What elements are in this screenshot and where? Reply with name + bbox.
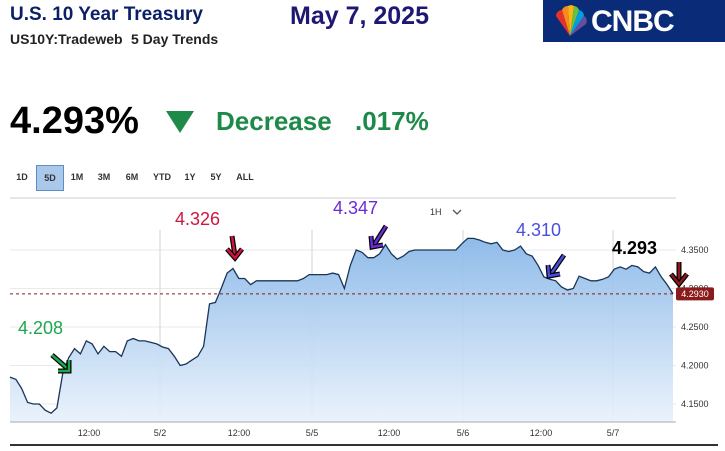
arrow-icon-4347 <box>368 224 389 250</box>
ticker-symbol: US10Y:Tradeweb <box>10 31 123 47</box>
change-value: .017% <box>355 106 429 136</box>
y-tick-label: 4.2500 <box>681 322 709 332</box>
annotation-label-4208: 4.208 <box>18 318 63 338</box>
y-tick-label: 4.2000 <box>681 361 709 371</box>
x-tick-label: 12:00 <box>530 428 553 438</box>
arrow-icon-4326 <box>225 235 244 262</box>
current-price-tag-label: 4.2930 <box>681 289 709 299</box>
change-label: Decrease <box>216 106 332 136</box>
annotation-label-4293: 4.293 <box>612 238 657 258</box>
x-tick-label: 5/6 <box>457 428 470 438</box>
trends-label: 5 Day Trends <box>131 31 219 47</box>
annotation-label-4310: 4.310 <box>516 220 561 240</box>
range-tab-1m[interactable]: 1M <box>70 172 84 182</box>
quote-value: 4.293% <box>10 100 139 142</box>
range-tab-3m[interactable]: 3M <box>97 172 111 182</box>
price-line <box>9 237 674 414</box>
peacock-icon <box>556 5 587 37</box>
range-tab-5d[interactable]: 5D <box>36 165 64 191</box>
triangle-down-icon <box>166 111 194 133</box>
range-tab-all[interactable]: ALL <box>236 172 254 182</box>
x-tick-label: 12:00 <box>228 428 251 438</box>
chevron-down-icon[interactable] <box>452 208 462 216</box>
range-tab-5y[interactable]: 5Y <box>210 172 222 182</box>
arrow-icon-4208 <box>50 353 72 374</box>
arrow-icon-4310 <box>545 253 567 279</box>
range-tab-6m[interactable]: 6M <box>125 172 139 182</box>
range-tab-ytd[interactable]: YTD <box>153 172 171 182</box>
annotation-label-4326: 4.326 <box>175 209 220 229</box>
x-tick-label: 5/5 <box>306 428 319 438</box>
y-tick-label: 4.1500 <box>681 399 709 409</box>
y-tick-label: 4.3500 <box>681 245 709 255</box>
range-tab-1y[interactable]: 1Y <box>184 172 196 182</box>
range-tab-1d[interactable]: 1D <box>16 172 28 182</box>
cnbc-logo: CNBC <box>543 0 725 42</box>
interval-select[interactable]: 1H <box>430 207 442 217</box>
x-tick-label: 12:00 <box>378 428 401 438</box>
x-tick-label: 5/2 <box>154 428 167 438</box>
annotation-label-4347: 4.347 <box>333 198 378 218</box>
x-tick-label: 5/7 <box>607 428 620 438</box>
current-price-tag <box>676 287 714 301</box>
x-axis: 12:00 5/2 12:00 5/5 12:00 5/6 12:00 5/7 <box>78 428 620 438</box>
logo-text: CNBC <box>591 5 675 38</box>
date-label: May 7, 2025 <box>290 2 429 30</box>
arrow-icon-4293 <box>669 262 689 289</box>
price-area <box>10 238 673 422</box>
page-title: U.S. 10 Year Treasury <box>10 4 203 25</box>
x-tick-label: 12:00 <box>78 428 101 438</box>
